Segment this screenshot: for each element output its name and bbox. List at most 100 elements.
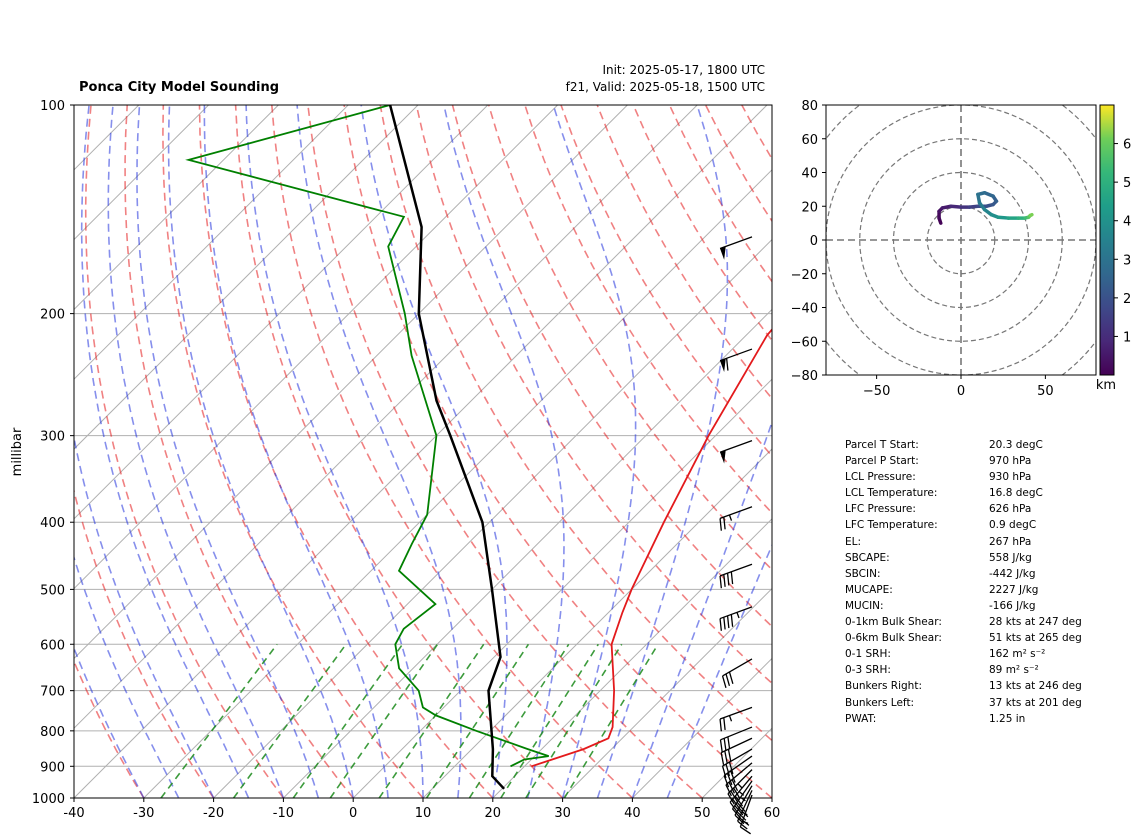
parameter-row: 0-3 SRH: 89 m² s⁻²: [845, 662, 1082, 678]
dry-adiabat: [74, 487, 215, 798]
parameter-row: Parcel T Start: 20.3 degC: [845, 437, 1082, 453]
parameter-value: 930 hPa: [989, 471, 1032, 484]
colorbar-tick-label: 2: [1123, 292, 1131, 307]
mixing-ratio-line: [292, 643, 404, 798]
wind-barb: [719, 506, 753, 531]
parameter-row: MUCAPE: 2227 J/kg: [845, 582, 1082, 598]
moist-adiabat: [443, 105, 565, 798]
height-colorbar: 1 2 3 4 5 6 km: [1096, 104, 1131, 393]
pressure-gridlines: [74, 105, 772, 798]
dry-adiabat: [596, 105, 772, 400]
skew-t-plot: -40 -30 -20 -10 0 10 20 30 40 50 60 1000 900 800 700 6…: [10, 99, 780, 835]
isotherm: [632, 657, 772, 798]
dry-adiabat: [198, 105, 494, 798]
wind-barb: [721, 748, 753, 779]
parameter-value: 970 hPa: [989, 455, 1032, 468]
hodograph-y-tick-label: 20: [801, 200, 818, 215]
isotherm: [422, 448, 772, 798]
isotherm: [74, 105, 349, 380]
chart-subtitle: Init: 2025-05-17, 1800 UTC f21, Valid: 2…: [566, 62, 765, 96]
parameter-value: 267 hPa: [989, 535, 1032, 548]
sounding-parameters: Parcel T Start: 20.3 degC Parcel P Start: 9…: [845, 437, 1082, 727]
colorbar-tick-label: 3: [1123, 253, 1131, 268]
y-tick-label: 700: [40, 685, 65, 700]
parameter-row: PWAT: 1.25 in: [845, 711, 1082, 727]
parameter-label: Parcel T Start:: [845, 439, 919, 451]
colorbar-tick-label: 5: [1123, 176, 1131, 191]
parameter-label: 0-3 SRH:: [845, 664, 891, 677]
parameter-label: LFC Temperature:: [845, 519, 938, 532]
parameter-value: 13 kts at 246 deg: [989, 680, 1082, 693]
isotherm: [74, 105, 558, 590]
hodograph-y-tick-label: 0: [810, 234, 818, 249]
colorbar-tick-label: 4: [1123, 215, 1131, 230]
parameter-row: EL: 267 hPa: [845, 534, 1082, 550]
dry-adiabat: [307, 105, 703, 798]
dry-adiabat: [343, 105, 772, 798]
parameter-row: MUCIN: -166 J/kg: [845, 598, 1082, 614]
x-tick-label: 40: [624, 806, 641, 821]
x-tick-label: 60: [764, 806, 781, 821]
parameter-value: 626 hPa: [989, 503, 1032, 516]
y-axis-label: millibar: [10, 427, 25, 476]
moist-adiabat: [296, 105, 462, 798]
parameter-value: 1.25 in: [989, 712, 1026, 725]
hodograph-y-tick-label: −40: [791, 302, 818, 317]
parameter-label: 0-1 SRH:: [845, 648, 891, 661]
parameter-list: Parcel T Start: 20.3 degC Parcel P Start: 9…: [845, 437, 1082, 727]
y-tick-label: 800: [40, 725, 65, 740]
parameter-row: 0-1 SRH: 162 m² s⁻²: [845, 646, 1082, 662]
colorbar-tick-label: 1: [1123, 330, 1131, 345]
hodograph-y-tick-label: 60: [801, 133, 818, 148]
sounding-traces: [185, 105, 772, 790]
hodograph-trace: [937, 191, 1034, 225]
parameter-label: SBCIN:: [845, 567, 881, 580]
parameter-row: LFC Pressure: 626 hPa: [845, 501, 1082, 517]
moist-adiabat: [167, 105, 354, 798]
parameter-row: LFC Temperature: 0.9 degC: [845, 517, 1082, 533]
dry-adiabat: [560, 105, 772, 458]
hodograph-y-tick-label: 80: [801, 99, 818, 114]
mixing-ratio-line: [160, 643, 278, 798]
skewed-isotherms: [74, 105, 772, 798]
dry-adiabat: [162, 105, 424, 798]
y-axis-ticks: 1000 900 800 700 600 500 400 300 200 100: [32, 99, 74, 807]
isotherm: [74, 105, 209, 241]
y-tick-label: 1000: [32, 792, 65, 807]
hodograph-x-tick-label: 50: [1037, 384, 1054, 399]
moist-adiabat: [631, 419, 772, 798]
valid-time: f21, Valid: 2025-05-18, 1500 UTC: [565, 80, 765, 94]
isotherm: [74, 105, 768, 798]
dry-adiabat: [451, 105, 772, 628]
dry-adiabat: [74, 659, 145, 798]
isotherm: [143, 169, 772, 798]
hodograph-x-tick-label: 0: [957, 384, 965, 399]
parameter-value: 37 kts at 201 deg: [989, 696, 1082, 709]
hodograph-segment: [1028, 212, 1034, 218]
moist-adiabat: [245, 105, 424, 798]
parameter-value: 162 m² s⁻²: [989, 648, 1046, 661]
y-tick-label: 900: [40, 760, 65, 775]
wind-barb: [719, 706, 753, 732]
moist-adiabat: [107, 105, 285, 798]
wind-barb: [719, 440, 753, 464]
parameter-row: Bunkers Right: 13 kts at 246 deg: [845, 678, 1082, 694]
isotherm: [283, 308, 772, 798]
parameter-row: Parcel P Start: 970 hPa: [845, 453, 1082, 469]
colorbar-tick-label: 6: [1123, 138, 1131, 153]
parameter-row: LCL Temperature: 16.8 degC: [845, 485, 1082, 501]
parameter-label: Bunkers Right:: [845, 680, 922, 693]
mixing-ratio-line: [525, 643, 623, 798]
parameter-row: 0-6km Bulk Shear: 51 kts at 265 deg: [845, 630, 1082, 646]
moist-adiabat: [666, 543, 772, 798]
x-axis-ticks: -40 -30 -20 -10 0 10 20 30 40 50 60: [63, 798, 780, 821]
moist-adiabat: [80, 105, 250, 798]
wind-barb: [719, 236, 753, 260]
isotherm: [74, 105, 628, 660]
wind-barb: [725, 762, 753, 797]
parameter-value: 89 m² s⁻²: [989, 664, 1039, 677]
y-tick-label: 200: [40, 308, 65, 323]
wind-barb: [721, 658, 753, 689]
chart-title: Ponca City Model Sounding: [79, 80, 280, 95]
dry-adiabat: [415, 105, 772, 685]
